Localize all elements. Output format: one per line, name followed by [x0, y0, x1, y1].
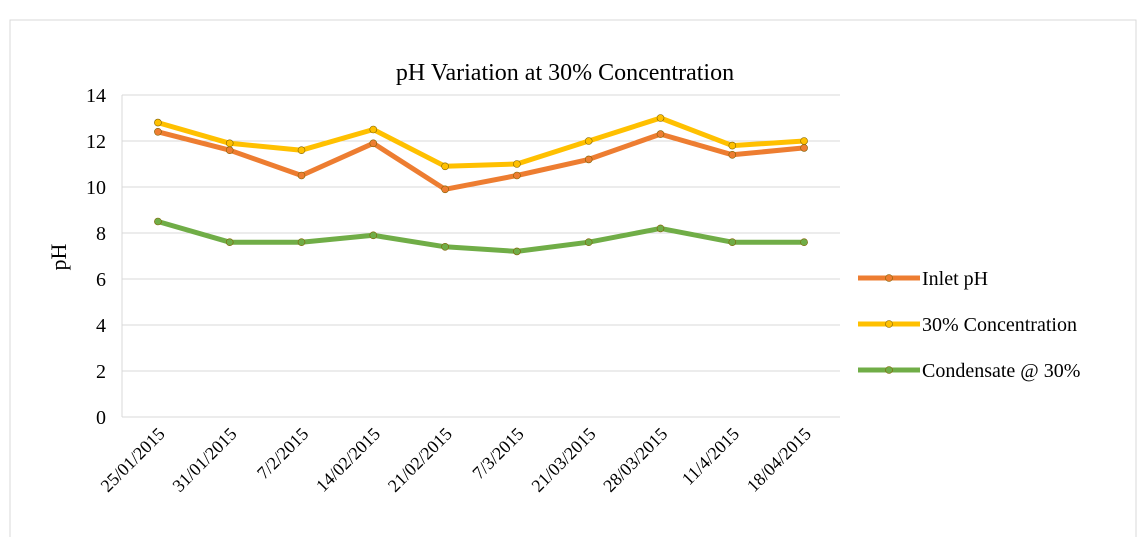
point — [154, 118, 162, 127]
point — [513, 171, 521, 180]
point — [441, 162, 449, 171]
legend-label: Inlet pH — [922, 268, 988, 290]
legend-marker — [885, 320, 893, 328]
legend-label: Condensate @ 30% — [922, 360, 1080, 382]
point — [441, 185, 449, 194]
point — [154, 217, 162, 226]
point — [225, 139, 234, 148]
series-line — [157, 115, 805, 169]
chart-title: pH Variation at 30% Concentration — [396, 60, 734, 86]
point — [584, 155, 593, 164]
point — [584, 238, 593, 246]
point — [369, 231, 378, 240]
y-tick-label: 10 — [86, 177, 106, 199]
y-tick-label: 6 — [96, 269, 106, 291]
point — [225, 238, 234, 246]
point — [297, 238, 306, 246]
point — [728, 141, 737, 150]
point — [728, 238, 737, 246]
point — [656, 224, 665, 233]
point — [728, 151, 737, 159]
y-tick-label: 14 — [86, 85, 106, 107]
point — [225, 146, 234, 154]
legend-marker — [885, 366, 893, 374]
point — [800, 137, 808, 145]
point — [800, 144, 808, 152]
point — [513, 160, 521, 168]
legend-marker — [885, 274, 893, 282]
point — [369, 125, 378, 134]
legend-label: 30% Concentration — [922, 314, 1077, 336]
y-tick-label: 8 — [96, 223, 106, 245]
point — [513, 247, 521, 256]
y-tick-label: 12 — [86, 131, 106, 153]
y-axis-label: pH — [46, 243, 71, 270]
series-line — [157, 219, 805, 254]
point — [154, 128, 162, 136]
point — [297, 146, 306, 154]
point — [297, 171, 306, 180]
point — [369, 139, 378, 148]
y-tick-label: 2 — [96, 361, 106, 383]
point — [656, 114, 665, 122]
point — [656, 130, 665, 138]
y-tick-label: 0 — [96, 407, 106, 429]
point — [800, 238, 808, 246]
point — [441, 243, 449, 251]
series-line — [157, 129, 805, 192]
y-tick-label: 4 — [96, 315, 106, 337]
point — [584, 137, 593, 145]
